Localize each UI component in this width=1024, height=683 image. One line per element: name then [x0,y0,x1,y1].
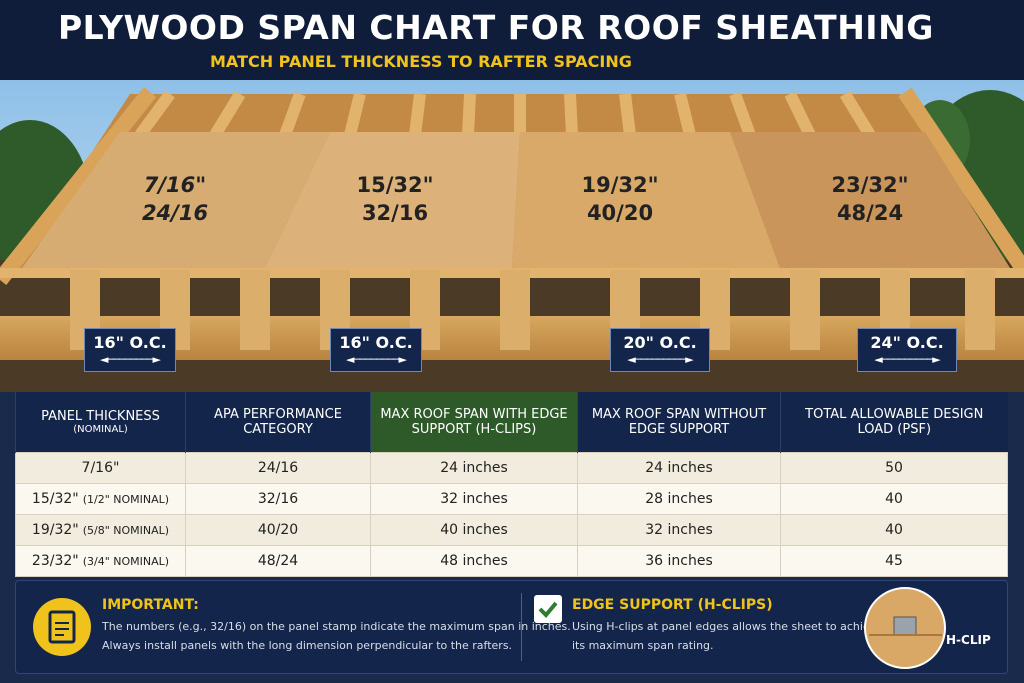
panel-thickness: 23/32" [831,173,908,197]
category-cell: 24/16 [185,451,371,484]
header-row: PANEL THICKNESS (NOMINAL) APA PERFORMANCE… [15,392,1008,452]
without-clips-cell: 24 inches [577,451,781,484]
load-cell: 40 [780,482,1008,515]
table-row: 15/32" (1/2" NOMINAL) 32/16 32 inches 28 inc… [15,482,1008,515]
title: PLYWOOD SPAN CHART FOR ROOF SHEATHING [58,8,934,47]
panel-thickness: 15/32" [356,173,433,197]
header-cell: MAX ROOF SPAN WITH EDGE SUPPORT (H-CLIPS… [370,392,578,452]
note-text: Using H-clips at panel edges allows the … [572,617,883,655]
spacing-badge: 24" O.C. ◄─────────► [857,328,957,372]
without-clips-cell: 36 inches [577,544,781,577]
spacing-label: 20" O.C. [623,333,697,352]
note-title: IMPORTANT: [102,597,199,613]
spacing-label: 16" O.C. [339,333,413,352]
note-line: Using H-clips at panel edges allows the … [572,620,883,633]
note-line: The numbers (e.g., 32/16) on the panel s… [102,620,571,633]
category-cell: 40/20 [185,513,371,546]
category-cell: 32/16 [185,482,371,515]
spacing-badge: 20" O.C. ◄─────────► [610,328,710,372]
panel-rating: 40/20 [587,201,653,225]
note-line: its maximum span rating. [572,639,714,652]
nominal: (5/8" NOMINAL) [82,523,170,537]
note-text: The numbers (e.g., 32/16) on the panel s… [102,617,571,655]
span-table: PANEL THICKNESS (NOMINAL) APA PERFORMANCE… [15,392,1008,577]
thickness-cell: 19/32" (5/8" NOMINAL) [15,513,186,546]
header [0,0,1024,80]
notes-panel: IMPORTANT: The numbers (e.g., 32/16) on … [15,580,1008,674]
load-cell: 50 [780,451,1008,484]
table-row: 7/16" 24/16 24 inches 24 inches 50 [15,451,1008,484]
header-note: (NOMINAL) [73,423,128,435]
with-clips-cell: 40 inches [370,513,578,546]
divider [521,593,522,661]
nominal: (1/2" NOMINAL) [82,492,170,506]
thickness-cell: 15/32" (1/2" NOMINAL) [15,482,186,515]
panel-thickness: 19/32" [581,173,658,197]
thickness: 15/32" [31,490,79,507]
header-cell: APA PERFORMANCE CATEGORY [185,392,371,452]
thickness-cell: 7/16" [15,451,186,484]
table-row: 19/32" (5/8" NOMINAL) 40/20 40 inches 32 inc… [15,513,1008,546]
thickness: 23/32" [31,552,79,569]
spacing-label: 16" O.C. [93,333,167,352]
with-clips-cell: 32 inches [370,482,578,515]
header-cell: PANEL THICKNESS (NOMINAL) [15,392,186,452]
with-clips-cell: 24 inches [370,451,578,484]
header-text: PANEL THICKNESS [41,408,160,424]
thickness-cell: 23/32" (3/4" NOMINAL) [15,544,186,577]
panel-rating: 48/24 [837,201,903,225]
spacing-badge: 16" O.C. ◄────────► [330,328,422,372]
category-cell: 48/24 [185,544,371,577]
roof-illustration: 7/16" 24/16 15/32" 32/16 19/32" 40/20 23… [0,80,1024,392]
header-cell: TOTAL ALLOWABLE DESIGN LOAD (PSF) [780,392,1008,452]
thickness: 7/16" [81,459,120,476]
h-clip-image [864,587,946,669]
load-cell: 45 [780,544,1008,577]
spacing-label: 24" O.C. [870,333,944,352]
nominal: (3/4" NOMINAL) [82,554,170,568]
thickness: 19/32" [31,521,79,538]
callout-label: H-CLIP [946,633,991,647]
spacing-badge: 16" O.C. ◄────────► [84,328,176,372]
check-icon [534,595,562,623]
clipboard-icon [33,598,91,656]
table-body: 7/16" 24/16 24 inches 24 inches 50 15/32" (1/2… [15,451,1008,577]
without-clips-cell: 32 inches [577,513,781,546]
subtitle: MATCH PANEL THICKNESS TO RAFTER SPACING [210,52,632,71]
panel-rating: 32/16 [362,201,428,225]
with-clips-cell: 48 inches [370,544,578,577]
panel-thickness: 7/16" [144,173,206,197]
note-title: EDGE SUPPORT (H-CLIPS) [572,597,773,613]
table-row: 23/32" (3/4" NOMINAL) 48/24 48 inches 36 inc… [15,544,1008,577]
panel-rating: 24/16 [142,201,208,225]
note-line: Always install panels with the long dime… [102,639,513,652]
load-cell: 40 [780,513,1008,546]
without-clips-cell: 28 inches [577,482,781,515]
header-cell: MAX ROOF SPAN WITHOUT EDGE SUPPORT [577,392,781,452]
